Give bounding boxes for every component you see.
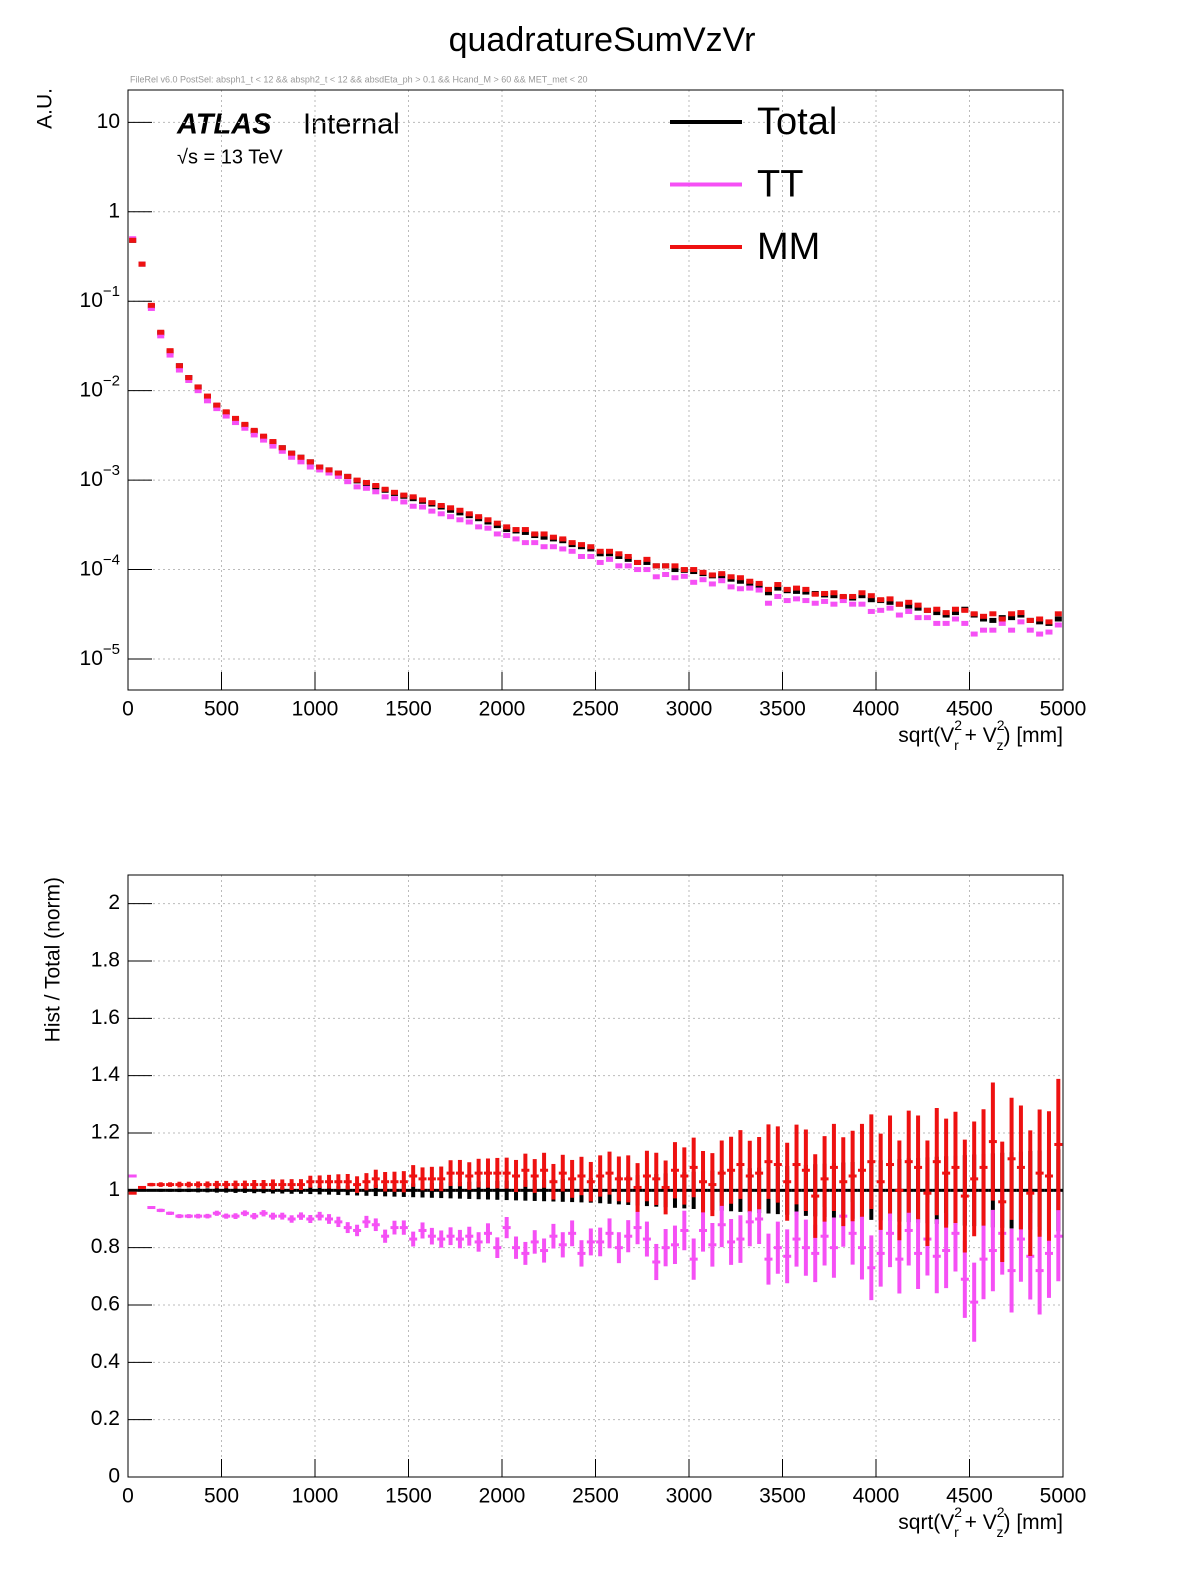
- y-tick-base: 10: [80, 647, 103, 670]
- legend-label: TT: [757, 164, 803, 206]
- internal-label: Internal: [303, 109, 400, 141]
- atlas-label: ATLAS: [176, 109, 272, 141]
- x-tick-label: 0: [122, 698, 134, 721]
- x-tick-label: 5000: [1040, 698, 1087, 721]
- x-label-part: ) [mm]: [1004, 724, 1063, 747]
- y-tick-label: 10−1: [80, 283, 120, 312]
- x-tick-label: 3500: [759, 1485, 806, 1508]
- x-tick-label: 4000: [853, 1485, 900, 1508]
- x-tick-label: 1000: [292, 698, 339, 721]
- x-tick-label: 4000: [853, 698, 900, 721]
- energy-label: √s = 13 TeV: [177, 146, 283, 168]
- y-tick-label: 1.2: [91, 1121, 120, 1144]
- x-axis-label: sqrt(V2 r + V2 z) [mm]: [898, 1504, 1063, 1540]
- y-tick-label: 0.2: [91, 1407, 120, 1430]
- x-tick-label: 2000: [479, 1485, 526, 1508]
- y-tick-label: 10−5: [80, 641, 120, 670]
- y-tick-label: 1: [108, 199, 120, 222]
- plot-frame: [127, 89, 1064, 691]
- y-tick-exponent: −4: [103, 552, 120, 569]
- y-tick-label: 1.8: [91, 949, 120, 972]
- x-label-part: r: [954, 737, 959, 753]
- y-tick-label: 2: [108, 891, 120, 914]
- x-tick-label: 2500: [572, 1485, 619, 1508]
- y-tick-label: 0.8: [91, 1235, 120, 1258]
- plot-frame: [127, 874, 1064, 1478]
- x-tick-label: 2000: [479, 698, 526, 721]
- y-tick-label: 0.4: [91, 1350, 121, 1373]
- x-tick-label: 1500: [385, 1485, 432, 1508]
- y-tick-label: 10−3: [80, 462, 120, 491]
- y-tick-label: 0: [108, 1465, 120, 1488]
- x-axis-label: sqrt(V2 r + V2 z) [mm]: [898, 717, 1063, 753]
- y-tick-exponent: −5: [103, 641, 120, 658]
- x-tick-label: 3000: [666, 1485, 713, 1508]
- x-tick-label: 1500: [385, 698, 432, 721]
- y-tick-exponent: −1: [103, 283, 120, 300]
- y-axis-label: A.U.: [34, 88, 57, 129]
- y-tick-label: 1.6: [91, 1006, 120, 1029]
- cut-text: FileRel v6.0 PostSel: absph1_t < 12 && a…: [130, 74, 588, 84]
- y-tick-base: 10: [80, 557, 103, 580]
- y-tick-label: 1: [108, 1178, 120, 1201]
- x-label-part: sqrt(V: [898, 1511, 954, 1534]
- x-tick-label: 500: [204, 1485, 239, 1508]
- x-tick-label: 500: [204, 698, 239, 721]
- y-tick-base: 10: [80, 378, 103, 401]
- y-tick-base: 10: [80, 468, 103, 491]
- y-axis-label: Hist / Total (norm): [42, 877, 65, 1042]
- y-tick-label: 10: [97, 110, 120, 133]
- x-tick-label: 3000: [666, 698, 713, 721]
- x-label-part: 2: [997, 717, 1005, 733]
- x-label-part: r: [954, 1524, 959, 1540]
- x-label-part: 2: [997, 1504, 1005, 1520]
- x-tick-label: 4500: [946, 1485, 993, 1508]
- y-tick-base: 10: [80, 289, 103, 312]
- chart-title: quadratureSumVzVr: [449, 21, 756, 59]
- legend-label: Total: [757, 101, 837, 143]
- x-tick-label: 4500: [946, 698, 993, 721]
- x-label-part: 2: [954, 717, 962, 733]
- y-tick-exponent: −3: [103, 462, 120, 479]
- x-tick-label: 3500: [759, 698, 806, 721]
- x-tick-label: 1000: [292, 1485, 339, 1508]
- y-tick-exponent: −2: [103, 373, 120, 390]
- x-label-part: z: [997, 1524, 1004, 1540]
- y-tick-label: 10−4: [80, 552, 120, 581]
- x-label-part: + V: [959, 724, 997, 747]
- y-tick-label: 0.6: [91, 1293, 120, 1316]
- x-tick-label: 2500: [572, 698, 619, 721]
- x-label-part: sqrt(V: [898, 724, 954, 747]
- x-label-part: 2: [954, 1504, 962, 1520]
- y-tick-label: 1.4: [91, 1063, 121, 1086]
- x-label-part: + V: [959, 1511, 997, 1534]
- legend-label: MM: [757, 226, 820, 268]
- x-tick-label: 0: [122, 1485, 134, 1508]
- x-label-part: z: [997, 737, 1004, 753]
- x-label-part: ) [mm]: [1004, 1511, 1063, 1534]
- x-tick-label: 5000: [1040, 1485, 1087, 1508]
- y-tick-label: 10−2: [80, 373, 120, 402]
